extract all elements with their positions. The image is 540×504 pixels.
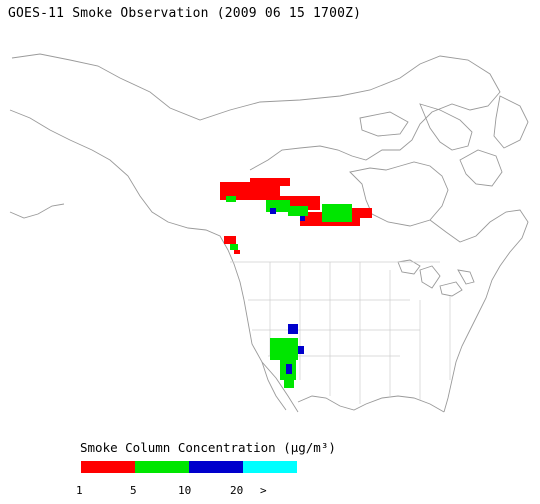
legend-tick-5: 5 <box>130 484 137 497</box>
smoke-plume-bc <box>224 236 240 254</box>
legend-tick-1: 1 <box>76 484 83 497</box>
legend-bin-3 <box>189 461 243 473</box>
legend-bin-4 <box>243 461 297 473</box>
smoke-plume-southwest <box>270 324 304 388</box>
legend-bin-2 <box>135 461 189 473</box>
legend-bin-1 <box>81 461 135 473</box>
state-borders <box>230 261 451 404</box>
legend-tick-10: 10 <box>178 484 192 497</box>
legend-tick-greater: > <box>260 484 267 497</box>
page-title: GOES-11 Smoke Observation (2009 06 15 17… <box>8 6 362 21</box>
smoke-plume-canada <box>220 178 372 226</box>
legend-tick-20: 20 <box>230 484 244 497</box>
smoke-map <box>9 53 529 413</box>
coastlines <box>9 53 529 413</box>
legend-title: Smoke Column Concentration (μg/m³) <box>80 440 336 455</box>
